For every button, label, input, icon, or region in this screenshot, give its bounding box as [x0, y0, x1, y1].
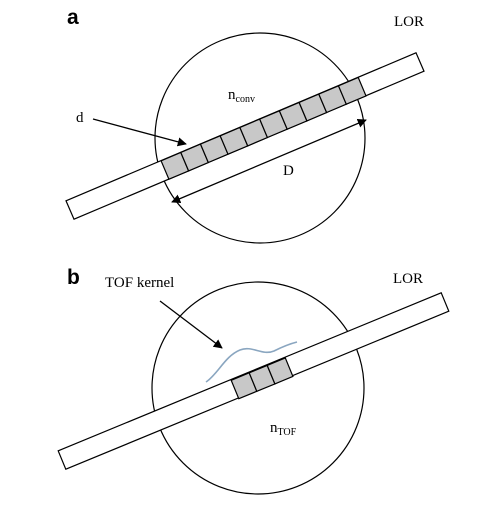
panel-a-D-dimension-arrow [171, 118, 367, 204]
panel-a-d-label: d [76, 110, 84, 126]
panel-b-fov-circle [151, 281, 365, 495]
panel-b-tof-kernel-arrow [159, 300, 223, 349]
panel-b-tof-kernel-label: TOF kernel [105, 275, 174, 291]
panel-b-voxel-3 [266, 357, 294, 385]
panel-b-voxel-strip [230, 357, 294, 400]
panel-a-letter: a [67, 6, 79, 29]
panel-b: b LOR TOF kernel nTOF [57, 266, 450, 495]
panel-b-n-tof-label: nTOF [270, 420, 297, 438]
panel-a-D-label: D [283, 163, 294, 179]
panel-a-d-arrow [92, 118, 187, 147]
panel-b-letter: b [67, 266, 80, 289]
panel-a-lor-label: LOR [394, 14, 424, 30]
panel-b-lor-label: LOR [393, 271, 423, 287]
panel-a-voxel-10 [337, 76, 367, 105]
panel-a: a LOR nconv d D [65, 6, 425, 244]
panel-a-n-conv-label: nconv [228, 87, 255, 105]
tof-kernel-curve [205, 341, 298, 383]
